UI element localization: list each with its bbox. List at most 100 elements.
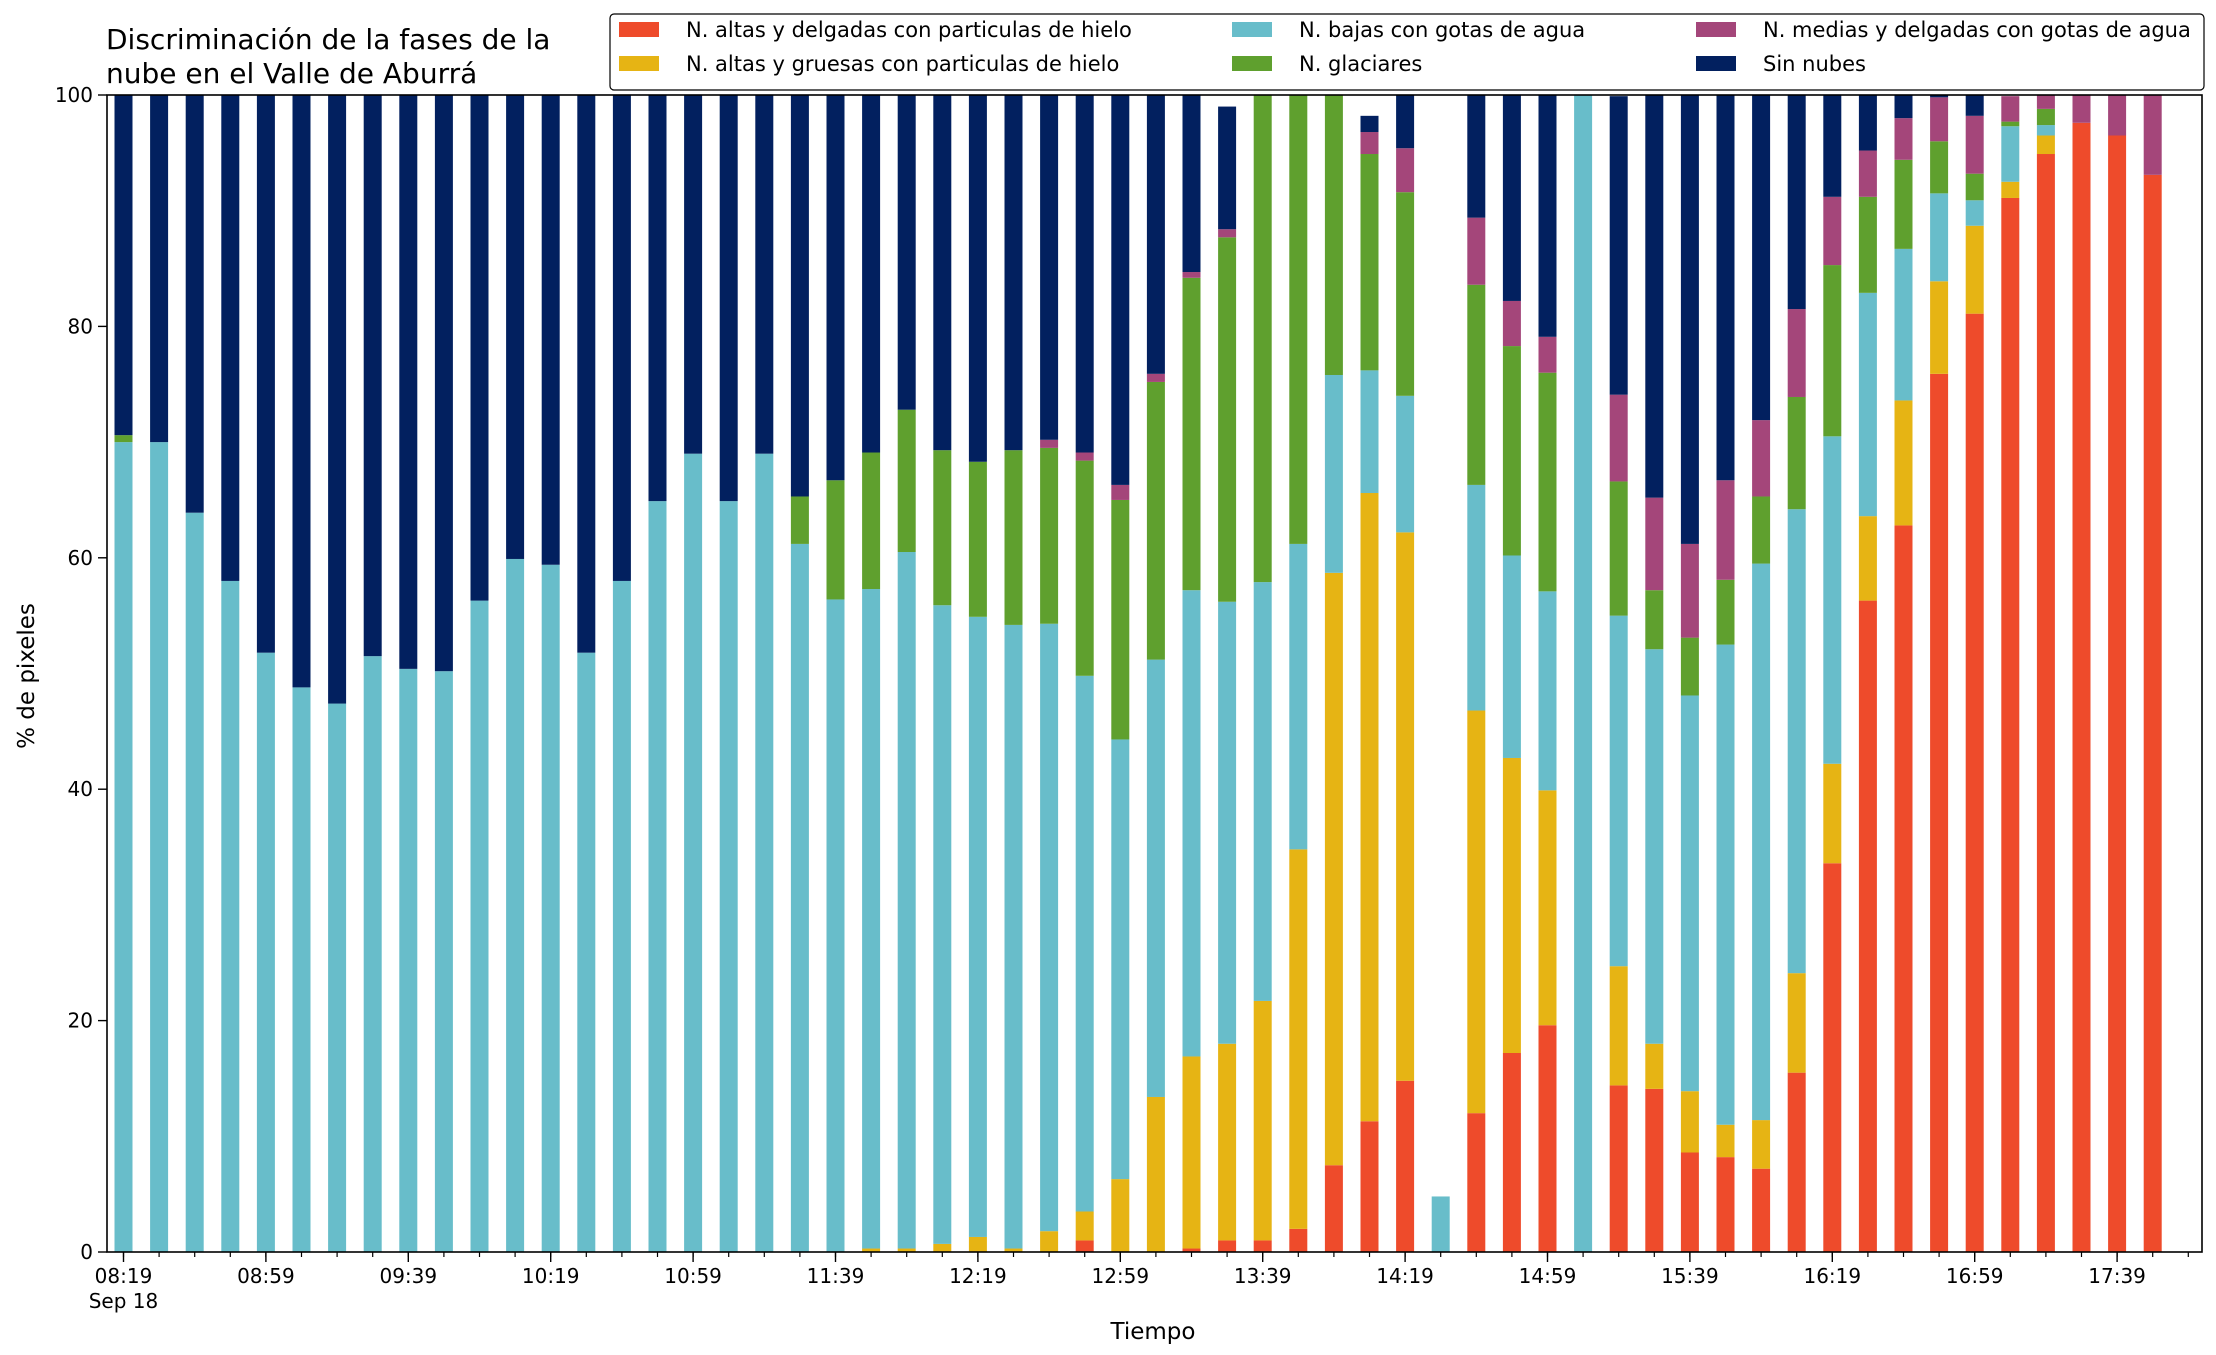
bar-segment (1040, 439, 1059, 448)
bar-segment (1930, 281, 1949, 374)
bar-segment (826, 95, 845, 481)
bar-segment (1823, 196, 1842, 266)
x-tick-label: 13:39 (1234, 1264, 1292, 1288)
bar-segment (1538, 372, 1557, 592)
bar-segment (399, 668, 418, 1252)
bar-segment (1716, 644, 1735, 1125)
bar-segment (862, 452, 881, 590)
bar-segment (1146, 381, 1165, 660)
bar-segment (1396, 148, 1415, 193)
bar-segment (470, 95, 489, 601)
bar-segment (1965, 173, 1984, 201)
y-axis-label: % de pixeles (14, 603, 40, 749)
bar-segment (1146, 95, 1165, 374)
bar-segment (1218, 229, 1237, 238)
legend-swatch (619, 22, 659, 37)
bar-segment (1502, 300, 1521, 347)
bar-segment (1894, 159, 1913, 249)
x-tick-label: 12:19 (949, 1264, 1007, 1288)
bar-segment (2036, 108, 2055, 126)
bar-segment (1360, 1121, 1379, 1252)
bar-segment (185, 95, 204, 513)
bar-segment (1538, 1025, 1557, 1252)
bar-segment (399, 95, 418, 669)
bar-segment (1930, 95, 1949, 98)
bar-segment (1004, 1248, 1023, 1252)
bar-segment (1645, 497, 1664, 591)
bar-segment (1645, 95, 1664, 498)
bar-segment (1680, 543, 1699, 638)
bar-segment (1894, 118, 1913, 160)
legend-label: N. altas y gruesas con particulas de hie… (686, 52, 1119, 76)
bar-segment (1680, 95, 1699, 544)
x-tick-label: 14:59 (1519, 1264, 1577, 1288)
bar-segment (2143, 95, 2162, 175)
bar-segment (933, 605, 952, 1244)
bar-segment (2072, 95, 2091, 123)
bar-segment (1858, 516, 1877, 601)
bar-segment (1218, 1240, 1237, 1252)
bar-segment (968, 616, 987, 1237)
bar-segment (1538, 790, 1557, 1026)
x-axis-label: Tiempo (1110, 1319, 1196, 1345)
bar-segment (684, 95, 703, 454)
bar-segment (577, 652, 596, 1252)
bar-segment (1146, 373, 1165, 382)
bar-segment (150, 95, 169, 443)
bar-segment (1396, 95, 1415, 149)
bar-segment (506, 95, 525, 559)
bar-segment (1182, 272, 1201, 278)
bar-segment (933, 95, 952, 451)
chart-title-line-2: nube en el Valle de Aburrá (106, 57, 477, 90)
bar-segment (1823, 436, 1842, 764)
bar-segment (1289, 543, 1308, 850)
bar-segment (1752, 95, 1771, 421)
x-tick-label: 16:19 (1803, 1264, 1861, 1288)
bar-segment (1609, 615, 1628, 967)
bar-segment (1502, 1053, 1521, 1252)
bar-segment (1965, 115, 1984, 174)
bar-segment (684, 453, 703, 1252)
bar-segment (1324, 374, 1343, 573)
bar-segment (1182, 590, 1201, 1057)
x-tick-label: 16:59 (1946, 1264, 2004, 1288)
bar-segment (1787, 1072, 1806, 1252)
bar-segment (185, 512, 204, 1252)
bar-segment (933, 1243, 952, 1252)
bar-segment (1609, 481, 1628, 616)
y-tick-label: 80 (68, 314, 93, 338)
plot-frame (106, 94, 2203, 1253)
bar-segment (1680, 695, 1699, 1092)
bar-segment (541, 564, 560, 1252)
bar-segment (1752, 563, 1771, 1121)
bar-segment (1004, 624, 1023, 1249)
bar-segment (2036, 125, 2055, 136)
bar-segment (755, 453, 774, 1252)
bar-segment (1787, 973, 1806, 1073)
bar-segment (1645, 590, 1664, 650)
bar-segment (897, 95, 916, 410)
bar-segment (1360, 493, 1379, 1122)
bar-segment (1182, 1056, 1201, 1249)
bar-segment (1645, 649, 1664, 1044)
bar-segment (114, 442, 133, 1253)
bar-segment (1324, 572, 1343, 1166)
x-tick-label: 17:39 (2088, 1264, 2146, 1288)
bar-segment (1930, 193, 1949, 282)
bar-segment (1787, 95, 1806, 310)
bar-segment (1609, 394, 1628, 482)
bar-segment (1360, 370, 1379, 494)
bar-segment (506, 558, 525, 1252)
bar-segment (1360, 154, 1379, 371)
bar-segment (256, 95, 275, 653)
bar-segment (1823, 265, 1842, 437)
bar-segment (933, 450, 952, 606)
bar-segment (1645, 1088, 1664, 1252)
x-tick-label: 10:19 (522, 1264, 580, 1288)
x-tick-label: 14:19 (1376, 1264, 1434, 1288)
bar-segment (826, 480, 845, 600)
bar-segment (2036, 135, 2055, 155)
y-tick-label: 20 (68, 1009, 93, 1033)
bar-segment (1360, 115, 1379, 133)
bar-segment (1182, 1248, 1201, 1252)
